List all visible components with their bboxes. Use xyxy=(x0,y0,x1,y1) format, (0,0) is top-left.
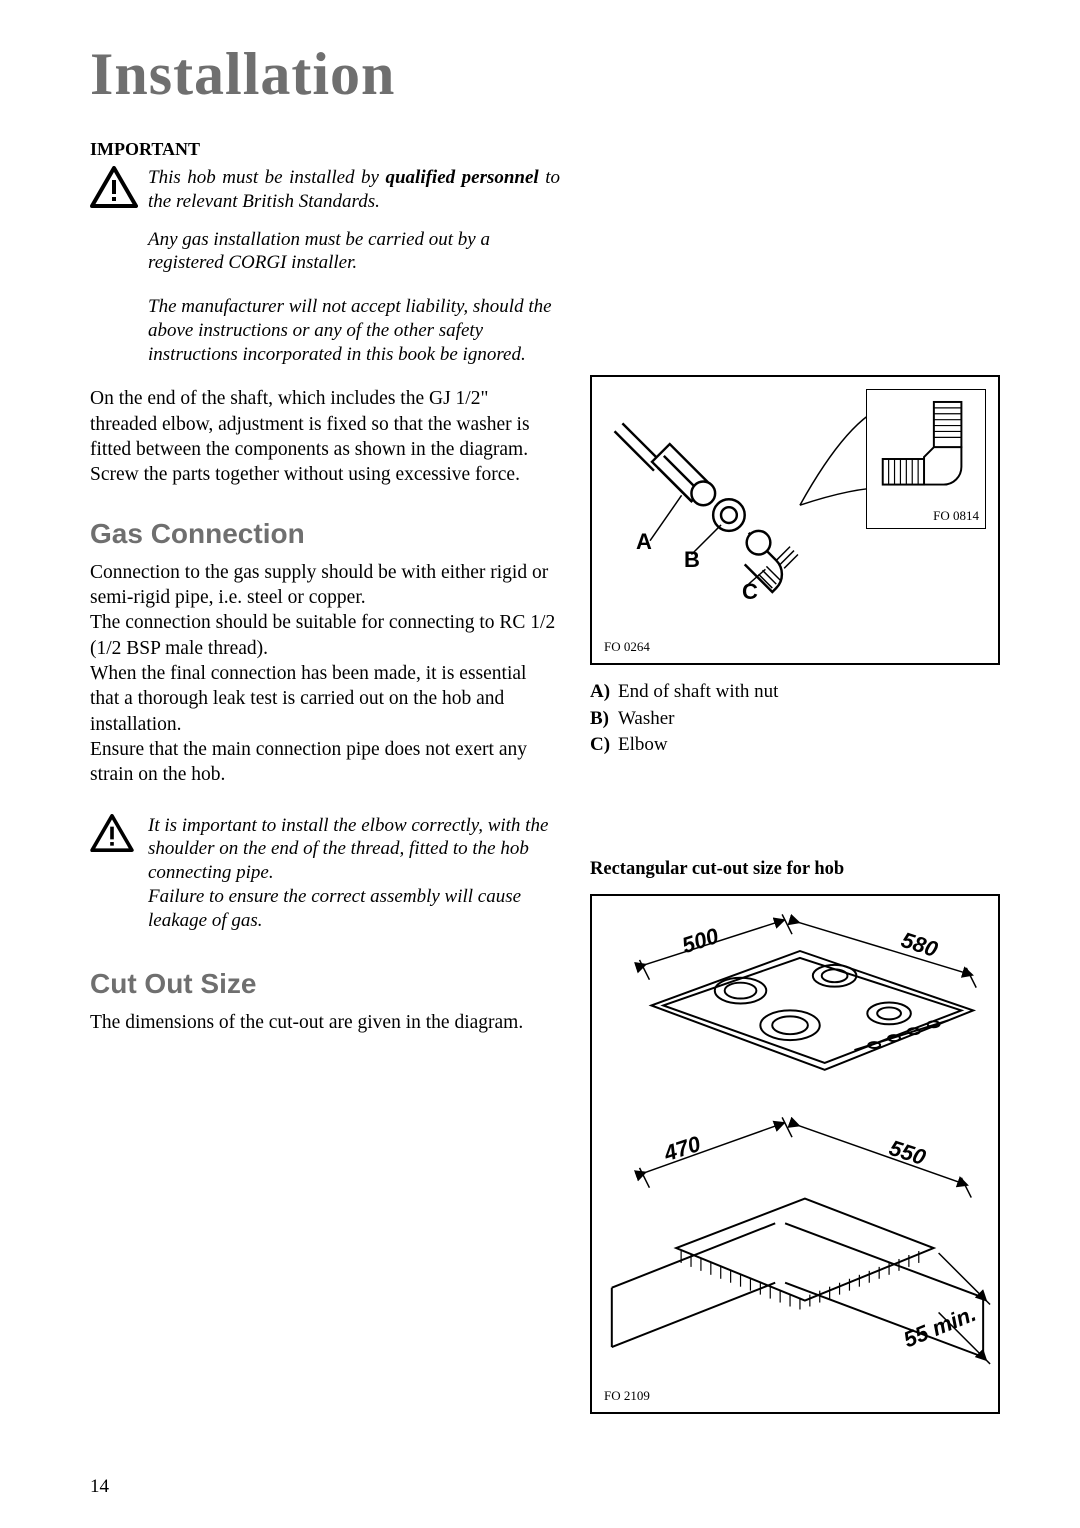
figure-inset-elbow: FO 0814 xyxy=(866,389,986,529)
warning-2-p2: Failure to ensure the correct assembly w… xyxy=(148,885,560,933)
figure-legend: A)End of shaft with nut B)Washer C)Elbow xyxy=(590,679,1000,759)
figure-label-a: A xyxy=(636,529,652,555)
figure-cutout: 500 580 470 550 55 min. FO 2109 xyxy=(590,894,1000,1414)
page-title: Installation xyxy=(90,40,1010,109)
left-column: IMPORTANT This hob must be installed by … xyxy=(90,139,560,1414)
figure-inset-code: FO 0814 xyxy=(933,508,979,524)
legend-val-b: Washer xyxy=(618,708,675,729)
warning-2-p1: It is important to install the elbow cor… xyxy=(148,814,560,885)
page-number: 14 xyxy=(90,1476,109,1498)
heading-cut-out-size: Cut Out Size xyxy=(90,968,560,1000)
gas-p4: Ensure that the main connection pipe doe… xyxy=(90,737,560,788)
shaft-paragraph: On the end of the shaft, which includes … xyxy=(90,386,560,487)
legend-key-c: C) xyxy=(590,732,618,759)
warning-block-2: It is important to install the elbow cor… xyxy=(90,814,560,933)
cutout-label: Rectangular cut-out size for hob xyxy=(590,859,1000,880)
warning-block-1: This hob must be installed by qualified … xyxy=(90,166,560,214)
legend-key-a: A) xyxy=(590,679,618,706)
gas-p1: Connection to the gas supply should be w… xyxy=(90,560,560,611)
figure-label-b: B xyxy=(684,547,700,573)
important-label: IMPORTANT xyxy=(90,139,560,160)
warning-1-p3: The manufacturer will not accept liabili… xyxy=(148,295,560,366)
legend-key-b: B) xyxy=(590,706,618,733)
warning-1-bold: qualified personnel xyxy=(385,167,538,188)
two-column-layout: IMPORTANT This hob must be installed by … xyxy=(90,139,1010,1414)
warning-1-text: This hob must be installed by qualified … xyxy=(148,166,560,214)
legend-row: B)Washer xyxy=(590,706,1000,733)
figure-1-code: FO 0264 xyxy=(604,639,650,655)
gas-p3: When the final connection has been made,… xyxy=(90,661,560,737)
gas-p2: The connection should be suitable for co… xyxy=(90,610,560,661)
figure-label-c: C xyxy=(742,579,758,605)
warning-triangle-icon xyxy=(90,814,138,857)
figure-gas-connection: FO 0814 A B C FO 0264 xyxy=(590,375,1000,665)
heading-gas-connection: Gas Connection xyxy=(90,518,560,550)
warning-2-text: It is important to install the elbow cor… xyxy=(148,814,560,933)
legend-row: A)End of shaft with nut xyxy=(590,679,1000,706)
warning-1-pre: This hob must be installed by xyxy=(148,167,385,188)
right-column: FO 0814 A B C FO 0264 A)End of shaft wit… xyxy=(590,139,1000,1414)
warning-1-p2: Any gas installation must be carried out… xyxy=(148,228,560,276)
figure-2-code: FO 2109 xyxy=(604,1388,650,1404)
legend-val-a: End of shaft with nut xyxy=(618,681,778,702)
legend-row: C)Elbow xyxy=(590,732,1000,759)
legend-val-c: Elbow xyxy=(618,734,668,755)
cut-p1: The dimensions of the cut-out are given … xyxy=(90,1010,560,1035)
warning-triangle-icon xyxy=(90,166,138,213)
